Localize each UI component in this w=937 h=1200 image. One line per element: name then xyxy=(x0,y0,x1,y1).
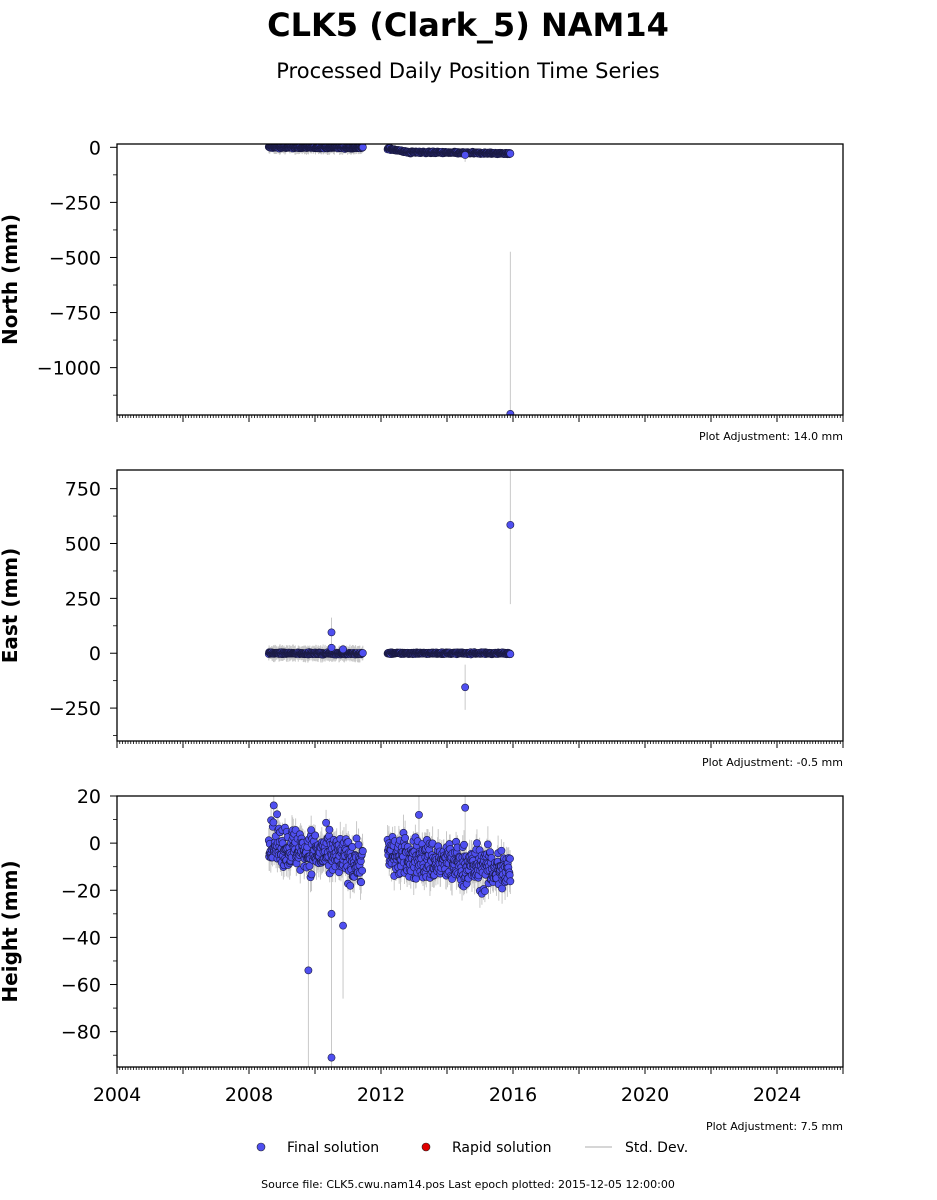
data-point xyxy=(506,650,515,659)
x-tick-label: 2008 xyxy=(225,1084,273,1106)
data-point xyxy=(483,840,492,849)
data-point xyxy=(498,884,506,893)
x-tick-label: 2024 xyxy=(753,1084,801,1106)
source-footer: Source file: CLK5.cwu.nam14.pos Last epo… xyxy=(261,1178,675,1191)
axes-frame xyxy=(116,469,844,742)
panels: 0 −250 −500 −750 −1000 North (mm) Plot Adjustm… xyxy=(0,137,844,1133)
data-point xyxy=(506,854,514,863)
legend-rapid-label: Rapid solution xyxy=(452,1140,552,1156)
y-axis-ticks: 750 500 250 0 −250 xyxy=(49,479,117,736)
data-point xyxy=(354,840,363,849)
y-tick-label: −20 xyxy=(61,880,101,902)
axes-frame xyxy=(116,143,844,416)
data-point xyxy=(506,520,515,529)
x-axis-ticks xyxy=(116,741,844,748)
x-tick-label: 2020 xyxy=(621,1084,669,1106)
y-tick-label: −250 xyxy=(49,698,101,720)
y-axis-ticks: 20 0 −20 −40 −60 −80 xyxy=(61,786,117,1056)
chart-subtitle: Processed Daily Position Time Series xyxy=(276,59,660,83)
y-tick-label: 750 xyxy=(65,479,101,501)
data-point xyxy=(304,966,313,975)
data-point xyxy=(358,866,367,875)
data-point xyxy=(327,909,336,918)
data-point xyxy=(506,877,515,886)
data-point xyxy=(461,803,470,812)
y-tick-label: −500 xyxy=(49,247,101,269)
data-point xyxy=(327,628,336,637)
data-point xyxy=(307,826,316,834)
data-point xyxy=(311,831,320,840)
std-dev-bars xyxy=(268,470,511,710)
panel-0: 0 −250 −500 −750 −1000 North (mm) Plot Adjustm… xyxy=(0,137,844,443)
data-point xyxy=(327,1053,336,1062)
data-point xyxy=(461,151,470,159)
data-point xyxy=(357,878,366,887)
y-tick-label: −250 xyxy=(49,192,101,214)
x-tick-label: 2004 xyxy=(93,1084,141,1106)
data-point xyxy=(415,810,423,819)
data-point xyxy=(269,818,278,827)
y-tick-label: 20 xyxy=(77,786,101,808)
y-tick-label: −40 xyxy=(61,927,101,949)
data-point xyxy=(461,683,470,692)
y-axis-ticks: 0 −250 −500 −750 −1000 xyxy=(37,137,117,396)
data-point xyxy=(506,409,515,415)
y-tick-label: 250 xyxy=(65,588,101,610)
x-axis-ticks xyxy=(116,1067,844,1074)
data-point xyxy=(358,649,367,657)
data-point xyxy=(480,887,489,896)
y-tick-label: 0 xyxy=(89,643,101,665)
data-point xyxy=(322,818,330,827)
legend-std-label: Std. Dev. xyxy=(625,1140,688,1156)
final-solution-points xyxy=(264,144,515,415)
plot-adjustment-note: Plot Adjustment: -0.5 mm xyxy=(702,756,843,769)
y-tick-label: 0 xyxy=(89,137,101,159)
y-tick-label: −1000 xyxy=(37,358,101,380)
y-axis-label: East (mm) xyxy=(0,548,22,664)
std-dev-bars xyxy=(268,144,511,415)
data-point xyxy=(497,846,506,855)
legend: Final solution Rapid solution Std. Dev. xyxy=(256,1140,688,1156)
data-point xyxy=(339,645,347,654)
final-solution-points xyxy=(264,520,515,692)
data-point xyxy=(506,149,515,158)
y-tick-label: 500 xyxy=(65,534,101,556)
axes-frame xyxy=(116,795,844,1068)
x-tick-label: 2016 xyxy=(489,1084,537,1106)
data-point xyxy=(473,839,481,848)
y-axis-label: Height (mm) xyxy=(0,860,22,1002)
data-point xyxy=(307,870,316,879)
chart-title: CLK5 (Clark_5) NAM14 xyxy=(267,6,669,44)
y-tick-label: −60 xyxy=(61,975,101,997)
data-point xyxy=(358,847,367,856)
panel-2: 20 0 −20 −40 −60 −80 2004 2008 2012 2016 2020 2024 H… xyxy=(0,786,844,1133)
x-tick-label: 2012 xyxy=(357,1084,405,1106)
panel-1: 750 500 250 0 −250 East (mm) Plot Adjustment: … xyxy=(0,469,844,769)
y-tick-label: 0 xyxy=(89,833,101,855)
final-solution-points xyxy=(264,801,515,1062)
data-point xyxy=(346,881,355,890)
legend-rapid-marker xyxy=(421,1142,431,1152)
data-point xyxy=(305,862,314,870)
data-point xyxy=(327,643,336,652)
y-axis-label: North (mm) xyxy=(0,214,22,345)
plot-adjustment-note: Plot Adjustment: 14.0 mm xyxy=(699,430,843,443)
data-point xyxy=(325,825,334,834)
data-point xyxy=(269,801,278,810)
data-point xyxy=(273,810,281,819)
y-tick-label: −750 xyxy=(49,303,101,325)
data-point xyxy=(460,840,468,849)
data-point xyxy=(339,921,347,930)
y-tick-label: −80 xyxy=(61,1022,101,1044)
data-point xyxy=(352,834,361,843)
data-point xyxy=(401,834,410,842)
legend-final-marker xyxy=(256,1142,266,1152)
x-axis-ticks xyxy=(116,415,844,422)
legend-final-label: Final solution xyxy=(287,1140,379,1156)
data-point xyxy=(358,144,367,152)
plot-adjustment-note: Plot Adjustment: 7.5 mm xyxy=(706,1120,843,1133)
